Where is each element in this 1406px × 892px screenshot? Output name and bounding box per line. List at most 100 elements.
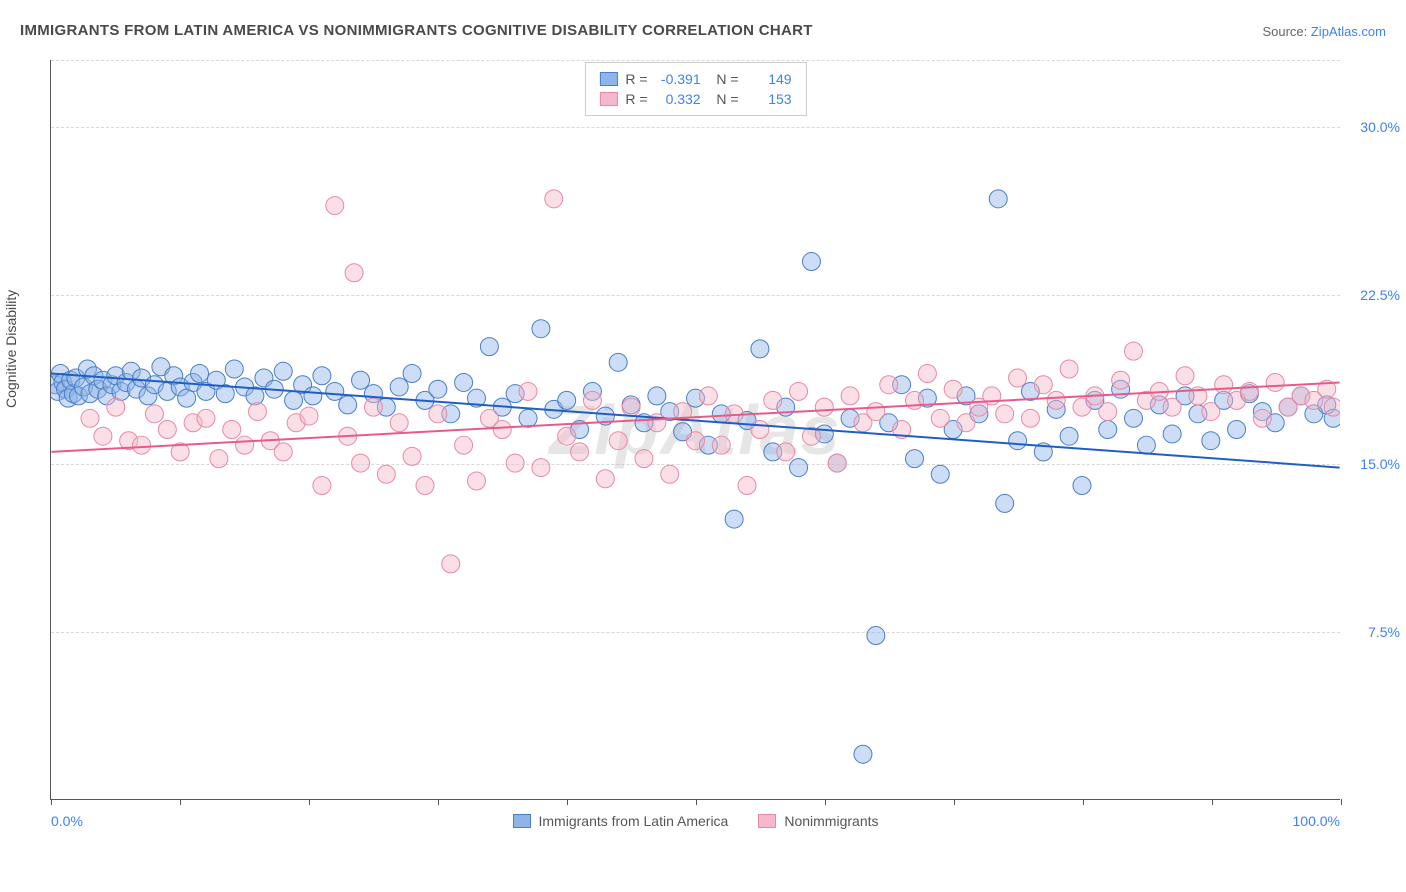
data-point (345, 264, 363, 282)
data-point (828, 454, 846, 472)
n-value-2: 153 (747, 91, 792, 107)
data-point (352, 371, 370, 389)
data-point (996, 494, 1014, 512)
data-point (300, 407, 318, 425)
data-point (249, 403, 267, 421)
data-point (326, 382, 344, 400)
data-point (1125, 342, 1143, 360)
data-point (712, 436, 730, 454)
data-point (352, 454, 370, 472)
data-point (455, 373, 473, 391)
data-point (1034, 376, 1052, 394)
data-point (790, 382, 808, 400)
y-tick-label: 7.5% (1345, 624, 1400, 640)
data-point (609, 353, 627, 371)
data-point (364, 398, 382, 416)
data-point (1047, 391, 1065, 409)
data-point (751, 421, 769, 439)
data-point (931, 409, 949, 427)
data-point (558, 391, 576, 409)
data-point (480, 338, 498, 356)
data-point (519, 382, 537, 400)
data-point (107, 398, 125, 416)
source-prefix: Source: (1262, 24, 1310, 39)
x-tick (1083, 799, 1084, 805)
data-point (519, 409, 537, 427)
data-point (1163, 425, 1181, 443)
series-1-name: Immigrants from Latin America (539, 813, 729, 829)
x-tick (1212, 799, 1213, 805)
data-point (854, 745, 872, 763)
data-point (145, 405, 163, 423)
source-link[interactable]: ZipAtlas.com (1311, 24, 1386, 39)
data-point (635, 450, 653, 468)
chart-title: IMMIGRANTS FROM LATIN AMERICA VS NONIMMI… (20, 22, 813, 39)
legend-item-1: Immigrants from Latin America (513, 813, 729, 829)
data-point (532, 320, 550, 338)
x-tick (51, 799, 52, 805)
data-point (957, 414, 975, 432)
data-point (989, 190, 1007, 208)
series-2-name: Nonimmigrants (784, 813, 878, 829)
legend-row-series1: R =-0.391 N =149 (599, 69, 791, 89)
data-point (1099, 403, 1117, 421)
data-point (699, 387, 717, 405)
plot-area: Cognitive Disability ZipAtlas R =-0.391 … (50, 60, 1340, 800)
data-point (1266, 373, 1284, 391)
data-point (1176, 367, 1194, 385)
data-point (429, 405, 447, 423)
x-min-label: 0.0% (51, 813, 83, 829)
x-tick (438, 799, 439, 805)
data-point (403, 447, 421, 465)
data-point (285, 391, 303, 409)
x-tick (309, 799, 310, 805)
data-point (390, 378, 408, 396)
data-point (1324, 398, 1340, 416)
data-point (191, 365, 209, 383)
x-tick (696, 799, 697, 805)
r-value-2: 0.332 (656, 91, 701, 107)
data-point (304, 387, 322, 405)
data-point (468, 472, 486, 490)
data-point (906, 450, 924, 468)
data-point (133, 436, 151, 454)
x-tick (1341, 799, 1342, 805)
data-point (815, 398, 833, 416)
data-point (944, 380, 962, 398)
data-point (1202, 432, 1220, 450)
data-point (429, 380, 447, 398)
data-point (790, 459, 808, 477)
legend-row-series2: R =0.332 N =153 (599, 89, 791, 109)
x-tick (567, 799, 568, 805)
data-point (223, 421, 241, 439)
data-point (931, 465, 949, 483)
data-point (1163, 398, 1181, 416)
data-point (94, 427, 112, 445)
data-point (339, 396, 357, 414)
data-point (1099, 421, 1117, 439)
data-point (326, 197, 344, 215)
x-tick (180, 799, 181, 805)
data-point (738, 476, 756, 494)
data-point (1215, 376, 1233, 394)
data-point (661, 465, 679, 483)
data-point (571, 443, 589, 461)
legend-swatch-bottom-2 (758, 814, 776, 828)
data-point (1253, 409, 1271, 427)
data-point (236, 436, 254, 454)
data-point (1112, 371, 1130, 389)
data-point (390, 414, 408, 432)
data-point (880, 376, 898, 394)
data-point (403, 365, 421, 383)
x-tick (825, 799, 826, 805)
data-point (1021, 409, 1039, 427)
r-value-1: -0.391 (656, 71, 701, 87)
legend-swatch-bottom-1 (513, 814, 531, 828)
source-attribution: Source: ZipAtlas.com (1262, 24, 1386, 39)
data-point (274, 362, 292, 380)
data-point (1009, 432, 1027, 450)
data-point (1202, 403, 1220, 421)
x-tick (954, 799, 955, 805)
data-point (841, 387, 859, 405)
data-point (493, 421, 511, 439)
